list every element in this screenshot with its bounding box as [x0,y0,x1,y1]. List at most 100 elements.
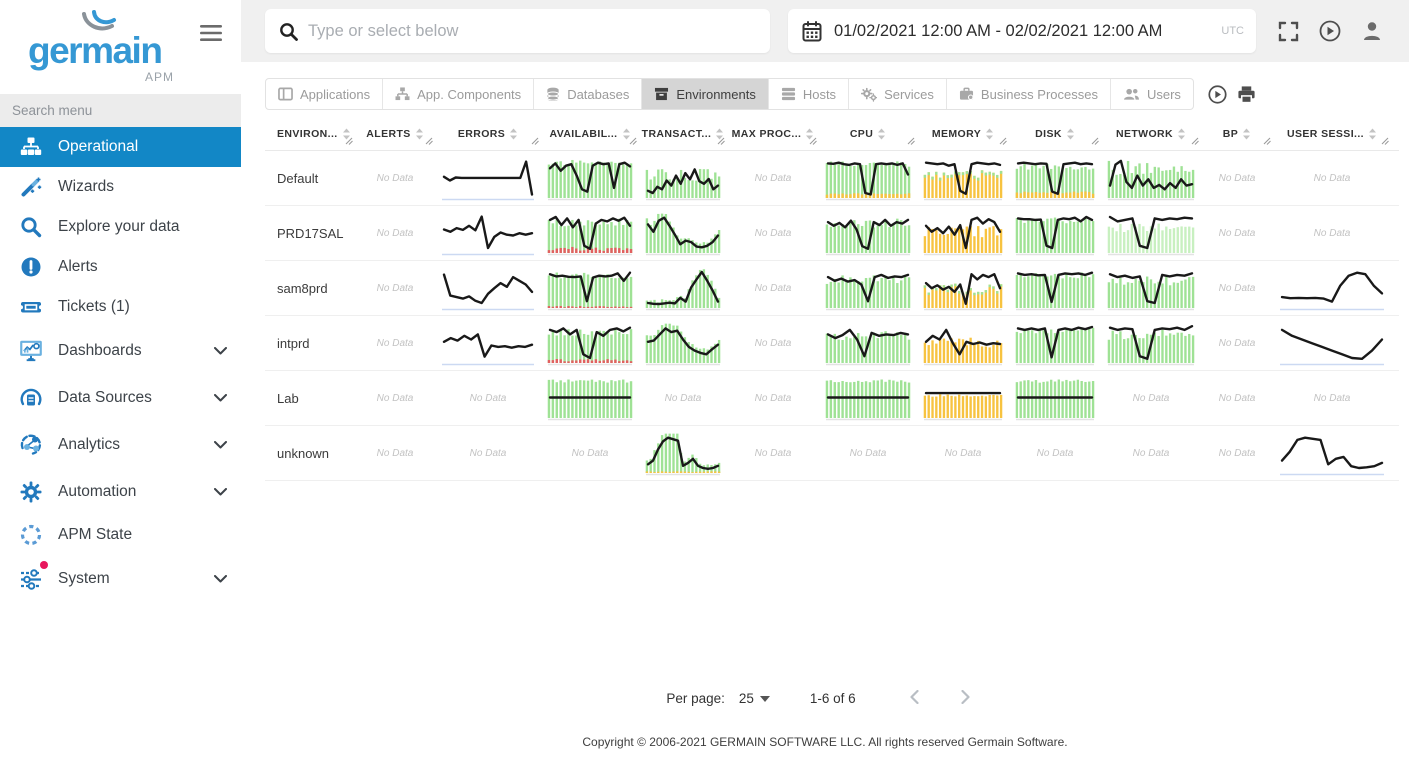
cell-memory[interactable] [917,371,1009,425]
per-page-select[interactable]: 25 [739,691,770,706]
column-header-errors[interactable]: ERRORS [435,117,541,150]
tab-hosts[interactable]: Hosts [767,79,848,109]
tab-business-processes[interactable]: Business Processes [945,79,1110,109]
cell-disk[interactable] [1009,206,1101,260]
cell-transactions[interactable] [639,151,727,205]
tab-label: Applications [300,86,371,102]
next-page-icon[interactable] [947,684,984,713]
cell-transactions[interactable] [639,426,727,480]
play-circle-icon[interactable] [1319,20,1341,42]
tab-databases[interactable]: Databases [533,79,641,109]
sidebar-item-system[interactable]: System [0,555,241,602]
cell-transactions[interactable] [639,316,727,370]
column-header-user-sessions[interactable]: USER SESSI... [1273,117,1391,150]
fullscreen-icon[interactable] [1278,21,1299,42]
cell-network[interactable] [1101,316,1201,370]
cell-user-sessions[interactable] [1273,316,1391,370]
cell-memory[interactable] [917,261,1009,315]
cell-memory[interactable] [917,316,1009,370]
column-header-availability[interactable]: AVAILABIL... [541,117,639,150]
column-resize-handle[interactable] [809,136,817,148]
cell-network[interactable] [1101,151,1201,205]
cell-cpu[interactable] [819,261,917,315]
cell-memory[interactable] [917,206,1009,260]
cell-errors[interactable] [435,151,541,205]
column-header-disk[interactable]: DISK [1009,117,1101,150]
sidebar-item-analytics[interactable]: Analytics [0,421,241,468]
cell-cpu: No Data [819,426,917,480]
cell-user-sessions[interactable] [1273,261,1391,315]
tab-label: App. Components [417,86,522,102]
sidebar-item-data-sources[interactable]: Data Sources [0,374,241,421]
cell-errors[interactable] [435,261,541,315]
logo-swoosh-icon [82,10,116,31]
column-resize-handle[interactable] [1191,136,1199,148]
environment-name: unknown [277,445,330,461]
column-resize-handle[interactable] [1091,136,1099,148]
tab-app-components[interactable]: App. Components [382,79,533,109]
cell-transactions[interactable] [639,261,727,315]
cell-disk[interactable] [1009,261,1101,315]
cell-availability[interactable] [541,206,639,260]
tab-services[interactable]: Services [848,79,946,109]
cell-disk[interactable] [1009,151,1101,205]
sparkline-chart [1015,271,1095,311]
cell-cpu[interactable] [819,371,917,425]
user-profile-icon[interactable] [1361,20,1383,42]
column-header-transactions[interactable]: TRANSACT... [639,117,727,150]
tab-applications[interactable]: Applications [266,79,382,109]
sliders-icon [16,567,46,591]
column-resize-handle[interactable] [629,136,637,148]
sidebar-item-explore-your-data[interactable]: Explore your data [0,207,241,247]
cell-disk[interactable] [1009,371,1101,425]
print-icon[interactable] [1237,85,1256,104]
cell-disk[interactable] [1009,316,1101,370]
column-header-cpu[interactable]: CPU [819,117,917,150]
refresh-play-icon[interactable] [1208,84,1227,104]
cell-transactions[interactable] [639,206,727,260]
sidebar-item-alerts[interactable]: Alerts [0,247,241,287]
cell-network[interactable] [1101,261,1201,315]
column-resize-handle[interactable] [999,136,1007,148]
date-range-picker[interactable]: 01/02/2021 12:00 AM - 02/02/2021 12:00 A… [788,9,1256,53]
cell-availability[interactable] [541,371,639,425]
sidebar-item-wizards[interactable]: Wizards [0,167,241,207]
cell-cpu[interactable] [819,151,917,205]
global-search-input[interactable] [308,21,738,41]
column-header-bp[interactable]: BP [1201,117,1273,150]
sidebar-search-input[interactable] [12,103,212,118]
column-resize-handle[interactable] [425,136,433,148]
cell-errors[interactable] [435,316,541,370]
column-resize-handle[interactable] [531,136,539,148]
cell-user-sessions[interactable] [1273,426,1391,480]
sidebar-item-apm-state[interactable]: APM State [0,515,241,555]
column-header-network[interactable]: NETWORK [1101,117,1201,150]
sidebar-item-tickets-1[interactable]: Tickets (1) [0,287,241,327]
cell-availability[interactable] [541,261,639,315]
tab-label: Business Processes [980,86,1098,102]
column-resize-handle[interactable] [907,136,915,148]
column-resize-handle[interactable] [345,136,353,148]
column-header-environment[interactable]: ENVIRON... [265,117,355,150]
sidebar-item-dashboards[interactable]: Dashboards [0,327,241,374]
column-header-memory[interactable]: MEMORY [917,117,1009,150]
cell-memory[interactable] [917,151,1009,205]
cell-cpu[interactable] [819,316,917,370]
cell-cpu[interactable] [819,206,917,260]
cell-network[interactable] [1101,206,1201,260]
column-resize-handle[interactable] [717,136,725,148]
sidebar-item-automation[interactable]: Automation [0,468,241,515]
cell-availability[interactable] [541,151,639,205]
hamburger-menu-icon[interactable] [193,10,229,59]
tab-users[interactable]: Users [1109,79,1193,109]
copyright-text: Copyright © 2006-2021 GERMAIN SOFTWARE L… [582,735,1068,749]
sidebar-item-operational[interactable]: Operational [0,127,241,167]
prev-page-icon[interactable] [896,684,933,713]
cell-errors[interactable] [435,206,541,260]
column-header-alerts[interactable]: ALERTS [355,117,435,150]
column-header-max-process[interactable]: MAX PROC... [727,117,819,150]
cell-availability[interactable] [541,316,639,370]
column-resize-handle[interactable] [1381,136,1389,148]
tab-environments[interactable]: Environments [641,79,768,109]
column-resize-handle[interactable] [1263,136,1271,148]
